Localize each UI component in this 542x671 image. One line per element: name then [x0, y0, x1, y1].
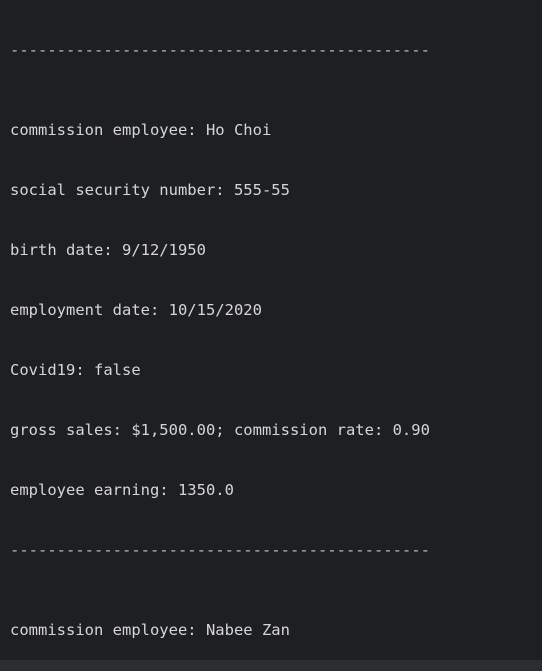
ssn-line: social security number: 555-55 — [10, 181, 290, 199]
birth-date-line: birth date: 9/12/1950 — [10, 241, 206, 259]
employee-type-line: commission employee: Ho Choi — [10, 121, 272, 139]
pay-details-line: gross sales: $1,500.00; commission rate:… — [10, 421, 430, 439]
separator-line: ----------------------------------------… — [10, 541, 430, 559]
bottom-status-strip — [0, 660, 542, 671]
console-output: ----------------------------------------… — [10, 0, 430, 660]
covid-line: Covid19: false — [10, 361, 141, 379]
separator-line: ----------------------------------------… — [10, 41, 430, 59]
employment-date-line: employment date: 10/15/2020 — [10, 301, 262, 319]
earning-line: employee earning: 1350.0 — [10, 481, 234, 499]
employee-type-line: commission employee: Nabee Zan — [10, 621, 290, 639]
